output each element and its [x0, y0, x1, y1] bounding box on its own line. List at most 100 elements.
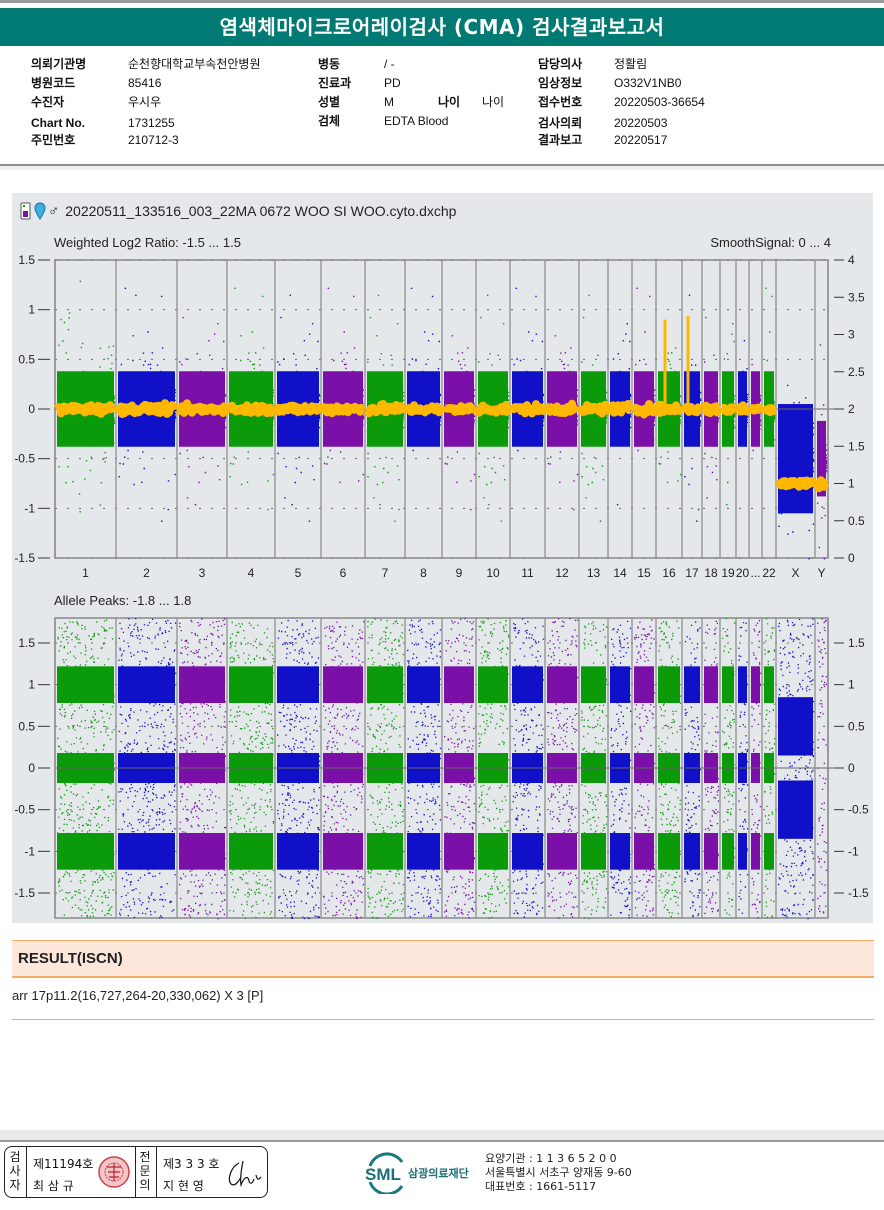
- org-address: 서울특별시 서초구 양재동 9-60: [485, 1166, 632, 1179]
- y2-tick-label: 2: [848, 402, 855, 416]
- scatter-points: [229, 621, 275, 919]
- info-label: 결과보고: [538, 133, 583, 147]
- allele-peak-band: [478, 833, 508, 870]
- allele-peak-band: [547, 833, 577, 870]
- y2-tick-label: 1.5: [848, 439, 865, 453]
- allele-peak-band: [738, 833, 747, 870]
- scatter-points: [444, 335, 476, 511]
- allele-peak-band: [634, 666, 654, 703]
- allele-peak-band: [57, 666, 114, 703]
- y-tick-label: 1.5: [18, 636, 35, 650]
- genome-plots: Weighted Log2 Ratio: -1.5 ... 1.5 SmoothS…: [14, 235, 869, 920]
- allele-peak-band: [444, 833, 474, 870]
- smooth-signal-line-chr-2: [115, 399, 179, 418]
- y2-tick-label: 1: [848, 678, 855, 692]
- y-tick-label: -1: [24, 844, 35, 858]
- info-value: 나이: [482, 95, 505, 109]
- info-value: 210712-3: [128, 133, 179, 147]
- chromosome-16-points: [658, 620, 682, 918]
- info-label: 검사의뢰: [538, 116, 583, 130]
- smooth-signal-line-chr-12: [543, 399, 580, 418]
- chromosome-label: 7: [382, 566, 389, 580]
- smooth-signal-line-chr-10: [474, 400, 512, 417]
- chromosome-label: ...: [750, 566, 760, 580]
- y-tick-label: -1.5: [14, 551, 35, 565]
- footer-divider: [0, 1130, 884, 1142]
- specialist-name: 지 현 영: [163, 1179, 204, 1193]
- info-label: 담당의사: [538, 57, 583, 71]
- chromosome-label: 13: [587, 566, 601, 580]
- info-value: EDTA Blood: [384, 114, 449, 128]
- smooth-signal-line-chr-14: [606, 400, 633, 417]
- allele-peak-band: [118, 666, 175, 703]
- chromosome-1-points: [57, 619, 116, 918]
- smooth-signal-line-chr-5: [273, 401, 322, 417]
- allele-peak-band: [764, 833, 774, 870]
- info-value: 1731255: [128, 116, 175, 130]
- info-label: 성별: [318, 95, 341, 109]
- chromosome-label: 6: [340, 566, 347, 580]
- result-divider: [12, 1019, 874, 1020]
- y-tick-label: -1.5: [14, 886, 35, 900]
- y-tick-label: 1: [28, 678, 35, 692]
- chromosome-label: 4: [248, 566, 255, 580]
- smooth-signal-line-chr-X: [774, 476, 817, 491]
- chromosome-12-points: [547, 618, 579, 919]
- chromosome-3-points: [179, 618, 227, 920]
- allele-peak-band: [704, 666, 718, 703]
- y2-tick-label: 1.5: [848, 636, 865, 650]
- chromosome-label: 8: [420, 566, 427, 580]
- specialist-license: 제3 3 3 호: [163, 1157, 220, 1171]
- info-label: 의뢰기관명: [31, 57, 87, 71]
- y-tick-label: -1: [24, 501, 35, 515]
- allele-peak-band: [179, 666, 225, 703]
- info-label: 진료과: [318, 76, 352, 90]
- allele-peak-band: [751, 833, 760, 870]
- y2-tick-label: 0.5: [848, 719, 865, 733]
- scatter-points: [764, 618, 776, 918]
- y2-tick-label: 4: [848, 253, 855, 267]
- scatter-points: [738, 622, 749, 914]
- male-icon: ♂: [48, 202, 60, 220]
- smooth-signal-line-chr-16: [654, 400, 684, 417]
- y2-tick-label: -1: [848, 844, 859, 858]
- info-value: 85416: [128, 76, 162, 90]
- result-iscn: arr 17p11.2(16,727,264-20,330,062) X 3 […: [12, 988, 264, 1003]
- allele-peak-band: [367, 833, 403, 870]
- scatter-points: [778, 384, 815, 560]
- chromosome-label: X: [791, 566, 799, 580]
- scatter-points: [722, 618, 736, 916]
- smooth-signal-line-chr-19: [719, 403, 737, 416]
- chromosome-label: 18: [704, 566, 718, 580]
- chromosome-label: 14: [613, 566, 627, 580]
- info-value: 순천향대학교부속천안병원: [128, 57, 261, 71]
- info-value: 20220503-36654: [614, 95, 705, 109]
- allele-peak-band: [367, 666, 403, 703]
- allele-peaks-title: Allele Peaks: -1.8 ... 1.8: [54, 593, 191, 608]
- chromosome-7-points: [367, 618, 405, 919]
- allele-peak-band: [57, 833, 114, 870]
- org-phone: 대표번호 : 1661-5117: [485, 1180, 597, 1193]
- examiner-license: 제11194호: [33, 1157, 94, 1171]
- scatter-points: [684, 621, 702, 918]
- smooth-signal-line-chr-3: [176, 399, 229, 417]
- chromosome-label: 12: [555, 566, 569, 580]
- chromosome-label: 17: [685, 566, 699, 580]
- result-heading: RESULT(ISCN): [12, 940, 874, 978]
- info-value: PD: [384, 76, 401, 90]
- file-name: 20220511_133516_003_22MA 0672 WOO SI WOO…: [65, 203, 457, 219]
- info-value: 20220503: [614, 116, 668, 130]
- allele-peak-band: [323, 833, 363, 870]
- y2-tick-label: 0: [848, 761, 855, 775]
- y2-tick-label: 2.5: [848, 365, 865, 379]
- chromosome-14-points: [610, 620, 632, 919]
- scatter-points: [444, 618, 476, 919]
- scatter-points: [547, 335, 579, 511]
- allele-peak-band: [547, 666, 577, 703]
- scatter-points: [323, 287, 365, 483]
- allele-peak-band: [478, 666, 508, 703]
- y2-tick-label: -0.5: [848, 803, 869, 817]
